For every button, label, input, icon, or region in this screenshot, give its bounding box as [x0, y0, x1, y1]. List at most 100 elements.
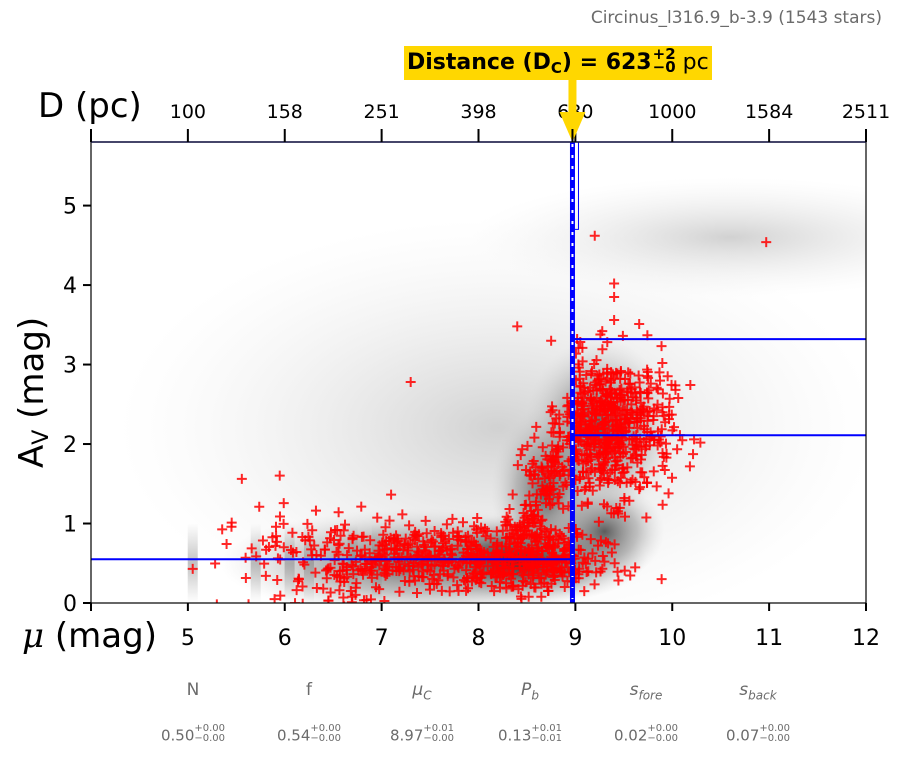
star-marker — [664, 409, 675, 420]
distance-minus: −0 — [652, 58, 676, 76]
star-marker — [299, 559, 310, 570]
star-marker — [240, 552, 251, 563]
star-marker — [548, 483, 559, 494]
star-marker — [642, 477, 653, 488]
star-marker — [278, 542, 289, 553]
star-marker — [673, 392, 684, 403]
star-marker — [501, 549, 512, 560]
star-marker — [275, 590, 286, 601]
star-marker — [325, 587, 336, 598]
param-minus: −0.00 — [647, 733, 679, 744]
star-marker — [605, 467, 616, 478]
star-marker — [429, 578, 440, 589]
star-marker — [463, 544, 474, 555]
distance-sub: C — [550, 59, 562, 77]
star-marker — [597, 344, 608, 355]
star-marker — [559, 581, 570, 592]
star-marker — [355, 564, 366, 575]
star-marker — [545, 450, 556, 461]
star-marker — [593, 516, 604, 527]
star-marker — [429, 525, 440, 536]
x-tick-label: 5 — [181, 626, 195, 651]
param-subscript: b — [531, 688, 539, 703]
y-axis-label: AV (mag) — [12, 317, 54, 468]
star-marker — [246, 543, 257, 554]
star-marker — [447, 513, 458, 524]
star-marker — [639, 472, 650, 483]
star-marker — [657, 358, 668, 369]
star-marker — [448, 572, 459, 583]
star-marker — [616, 383, 627, 394]
star-marker — [657, 402, 668, 413]
star-marker — [457, 517, 468, 528]
star-marker — [637, 467, 648, 478]
star-marker — [274, 470, 285, 481]
param-uncertainty: +0.01 −0.00 — [423, 724, 454, 744]
param-symbol: f — [306, 680, 312, 700]
star-marker — [547, 405, 558, 416]
star-marker — [583, 566, 594, 577]
star-marker — [270, 521, 281, 532]
star-marker — [553, 498, 564, 509]
y-tick-label: 0 — [63, 592, 77, 617]
param-minus: −0.00 — [759, 733, 791, 744]
star-marker — [550, 457, 561, 468]
param-symbol: μ — [412, 680, 424, 700]
star-marker — [485, 533, 496, 544]
star-marker — [533, 534, 544, 545]
star-marker — [638, 436, 649, 447]
star-marker — [620, 374, 631, 385]
star-marker — [695, 437, 706, 448]
x-axis-label: μ (mag) — [22, 616, 157, 656]
star-marker — [625, 477, 636, 488]
star-marker — [590, 555, 601, 566]
star-marker — [587, 548, 598, 559]
star-marker — [622, 386, 633, 397]
star-marker — [558, 481, 569, 492]
star-marker — [589, 579, 600, 590]
star-marker — [325, 527, 336, 538]
star-marker — [609, 401, 620, 412]
star-marker — [595, 535, 606, 546]
axes: 5678910111201234510015825139863010001584… — [63, 80, 890, 651]
param-subscript: fore — [638, 688, 663, 703]
cloud-title: Circinus_l316.9_b-3.9 (1543 stars) — [590, 8, 882, 28]
star-marker — [586, 368, 597, 379]
star-marker — [642, 364, 653, 375]
param-uncertainty: +0.00 −0.00 — [310, 724, 341, 744]
star-marker — [398, 565, 409, 576]
star-marker — [408, 571, 419, 582]
star-marker — [453, 585, 464, 596]
star-marker — [551, 531, 562, 542]
star-marker — [625, 570, 636, 581]
star-marker — [254, 501, 265, 512]
star-marker — [607, 415, 618, 426]
star-marker — [215, 599, 218, 603]
star-marker — [458, 575, 469, 586]
star-marker — [384, 515, 395, 526]
star-marker — [684, 461, 695, 472]
star-marker — [597, 397, 608, 408]
star-marker — [652, 384, 663, 395]
param-minus: −0.00 — [423, 733, 455, 744]
star-marker — [657, 388, 668, 399]
star-marker — [597, 563, 608, 574]
param-value-main: 0.02 — [613, 726, 648, 745]
star-marker — [602, 409, 613, 420]
star-marker — [287, 527, 298, 538]
star-marker — [639, 424, 650, 435]
star-marker — [334, 566, 345, 577]
star-marker — [480, 531, 491, 542]
param-plus: +0.00 — [194, 723, 226, 734]
star-marker — [585, 534, 596, 545]
top-tick-label: 398 — [460, 101, 496, 123]
star-marker — [551, 413, 562, 424]
star-marker — [379, 544, 390, 555]
star-marker — [554, 488, 565, 499]
star-marker — [319, 544, 330, 555]
star-marker — [586, 415, 597, 426]
star-marker — [291, 585, 302, 596]
star-marker — [661, 448, 672, 459]
star-marker — [611, 460, 622, 471]
